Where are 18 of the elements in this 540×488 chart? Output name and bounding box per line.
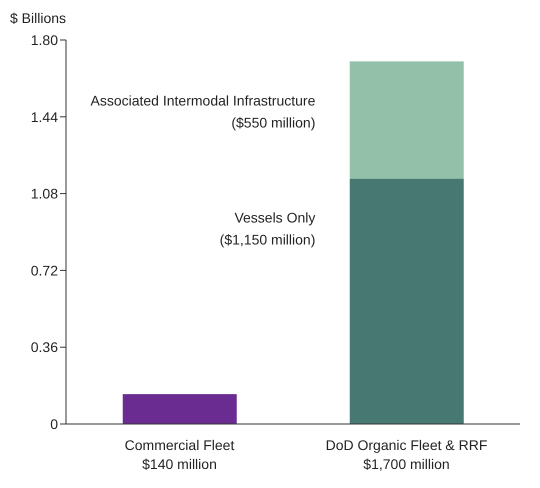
- text: Associated Intermodal Infrastructure: [90, 92, 316, 108]
- annotation: ($550 million): [231, 114, 316, 130]
- y-tick-label: 1.80: [30, 32, 58, 48]
- y-tick-label: 1.44: [30, 108, 58, 125]
- y-tick-label: 0: [50, 416, 58, 432]
- annotation: ($1,150 million): [220, 232, 316, 248]
- x-tick-label: DoD Organic Fleet & RRF: [326, 437, 488, 453]
- text: Vessels Only: [234, 210, 316, 226]
- y-tick-label: 0.72: [30, 262, 58, 278]
- bar: [350, 178, 464, 424]
- bar: [350, 61, 464, 179]
- total-label: $140 million: [142, 456, 217, 472]
- x-tick-label: Commercial Fleet: [124, 437, 234, 453]
- total-label: $1,700 million: [363, 456, 450, 472]
- bar: [122, 394, 237, 424]
- y-axis-title: $ Billions: [10, 10, 66, 26]
- y-tick-label: 0.36: [30, 339, 58, 356]
- y-tick-label: 1.08: [30, 186, 58, 202]
